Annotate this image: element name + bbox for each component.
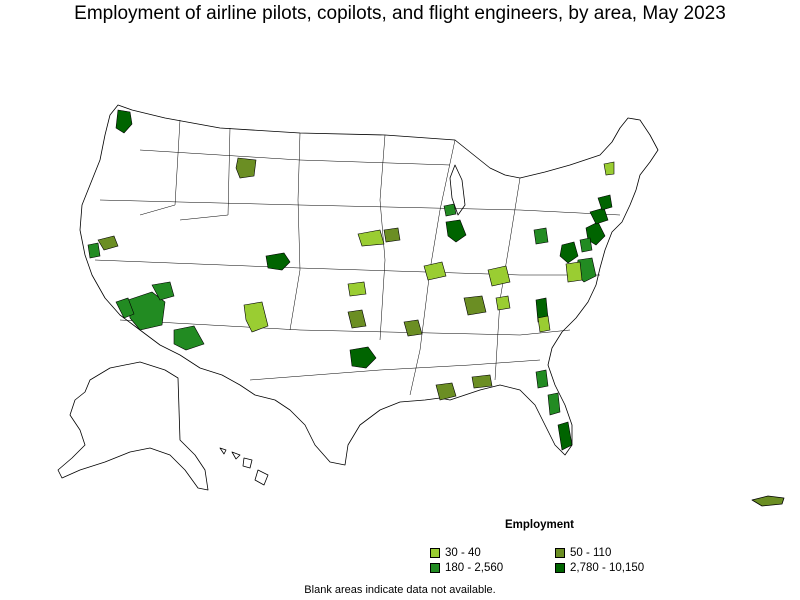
boston-area xyxy=(597,194,613,211)
legend-label: 180 - 2,560 xyxy=(445,562,504,574)
legend-swatch xyxy=(430,563,440,573)
chicago-area xyxy=(445,219,467,243)
new-jersey-area xyxy=(579,237,593,253)
puerto-rico xyxy=(751,495,785,507)
nashville-area xyxy=(495,295,511,311)
tulsa-area xyxy=(403,319,423,337)
las-vegas-area xyxy=(151,281,175,301)
dallas-area xyxy=(349,346,377,369)
jacksonville-area xyxy=(535,369,549,389)
knoxville-area xyxy=(537,315,551,333)
sf-area xyxy=(87,242,101,259)
map-title: Employment of airline pilots, copilots, … xyxy=(74,3,726,24)
new-orleans-area xyxy=(435,382,457,401)
hawaii-islands xyxy=(219,447,269,486)
legend-title: Employment xyxy=(505,519,575,531)
legend-swatch xyxy=(430,548,440,558)
phoenix-area xyxy=(127,291,166,331)
legend-label: 50 - 110 xyxy=(570,547,612,559)
seattle-area xyxy=(115,109,133,134)
dc-area xyxy=(559,241,579,264)
minneapolis-area xyxy=(443,203,457,217)
wichita-area xyxy=(347,309,367,329)
tucson-area xyxy=(173,325,205,351)
louisville-area xyxy=(487,265,511,287)
colorado-springs-area xyxy=(347,281,367,297)
alaska-outline xyxy=(57,361,209,491)
philadelphia-area xyxy=(589,207,609,225)
legend-item: 2,780 - 10,150 xyxy=(555,562,644,574)
pittsburgh-area xyxy=(533,227,549,245)
st-louis-area xyxy=(423,261,447,281)
legend-swatch xyxy=(555,563,565,573)
spokane-area xyxy=(235,157,257,179)
denver-area xyxy=(265,252,291,271)
albuquerque-area xyxy=(243,301,269,333)
maine-area xyxy=(603,161,615,176)
contiguous-us-outline xyxy=(79,104,659,466)
legend-swatch xyxy=(555,548,565,558)
los-angeles-area xyxy=(115,297,135,319)
omaha-area xyxy=(357,229,385,247)
legend-item: 30 - 40 xyxy=(430,547,481,559)
richmond-area xyxy=(565,261,583,283)
des-moines-area xyxy=(383,227,401,243)
legend-item: 180 - 2,560 xyxy=(430,562,503,574)
legend-label: 30 - 40 xyxy=(445,547,481,559)
lake-michigan xyxy=(449,164,466,216)
footnote: Blank areas indicate data not available. xyxy=(304,584,496,596)
orlando-area xyxy=(547,392,561,416)
memphis-area xyxy=(463,295,487,316)
sacramento-area xyxy=(97,235,119,251)
miami-area xyxy=(557,421,573,451)
mobile-area xyxy=(471,374,493,389)
legend-item: 50 - 110 xyxy=(555,547,611,559)
legend-label: 2,780 - 10,150 xyxy=(570,562,645,574)
